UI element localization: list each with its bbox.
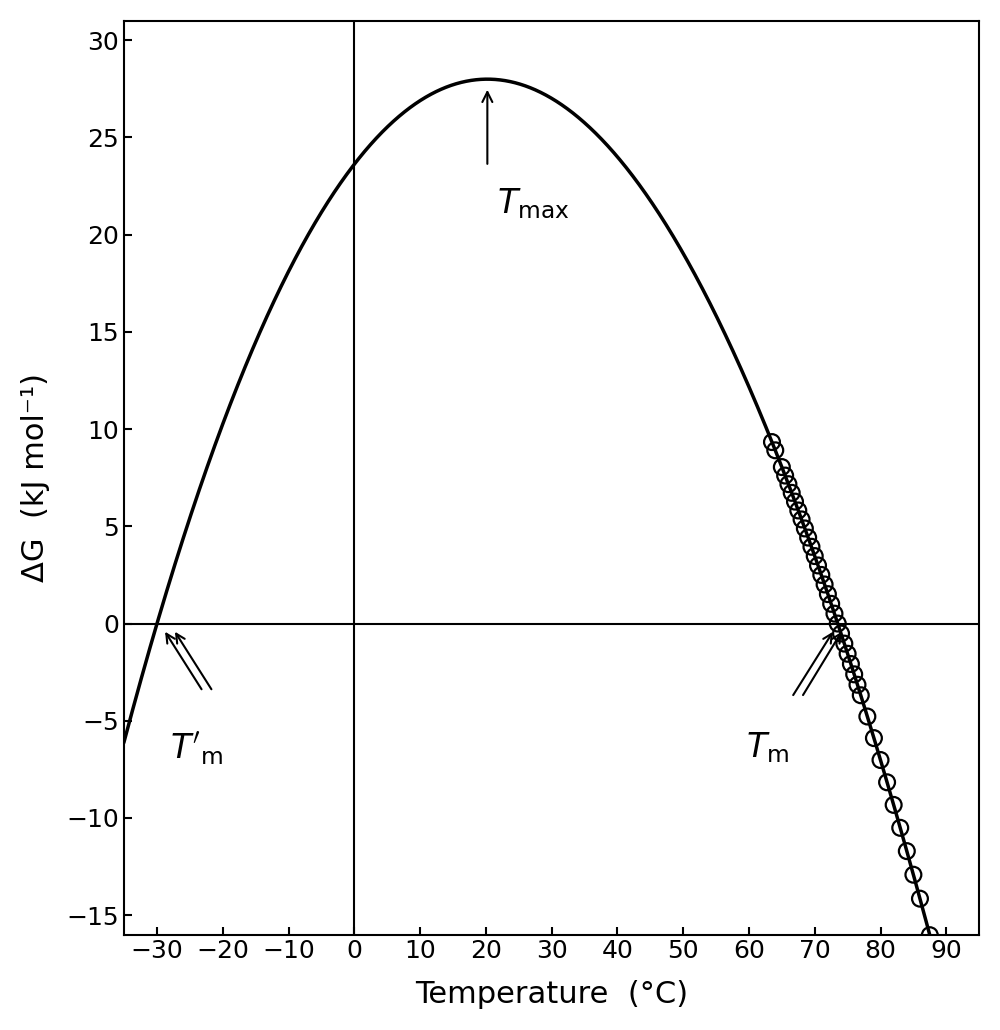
Point <box>905 866 921 883</box>
Point <box>774 458 790 475</box>
Point <box>826 606 842 622</box>
Y-axis label: ΔG  (kJ mol⁻¹): ΔG (kJ mol⁻¹) <box>21 373 50 582</box>
Point <box>853 687 869 703</box>
Point <box>830 615 846 631</box>
Point <box>817 576 833 592</box>
Point <box>797 520 813 537</box>
Point <box>790 503 806 519</box>
Point <box>800 529 816 546</box>
Point <box>932 964 948 981</box>
Point <box>823 595 839 612</box>
Point <box>807 548 823 564</box>
X-axis label: Temperature  (°C): Temperature (°C) <box>415 981 688 1009</box>
Point <box>833 625 849 642</box>
Point <box>849 677 865 693</box>
Point <box>840 646 856 662</box>
Text: $T_{\rm m}$: $T_{\rm m}$ <box>746 730 789 765</box>
Point <box>879 775 895 791</box>
Point <box>820 586 836 603</box>
Point <box>777 468 793 484</box>
Point <box>873 752 889 768</box>
Point <box>813 566 829 583</box>
Text: $T_{\rm max}$: $T_{\rm max}$ <box>497 186 570 220</box>
Point <box>886 796 902 813</box>
Point <box>780 476 796 492</box>
Point <box>784 484 800 501</box>
Point <box>794 511 810 527</box>
Point <box>843 656 859 673</box>
Point <box>787 493 803 510</box>
Point <box>810 557 826 574</box>
Point <box>803 539 819 555</box>
Point <box>899 843 915 859</box>
Point <box>859 709 875 725</box>
Point <box>912 890 928 906</box>
Point <box>922 927 938 943</box>
Point <box>764 434 780 450</box>
Point <box>846 666 862 683</box>
Point <box>767 442 783 458</box>
Text: $T'_{\rm m}$: $T'_{\rm m}$ <box>170 730 223 767</box>
Point <box>836 636 852 652</box>
Point <box>892 820 908 836</box>
Point <box>866 730 882 747</box>
